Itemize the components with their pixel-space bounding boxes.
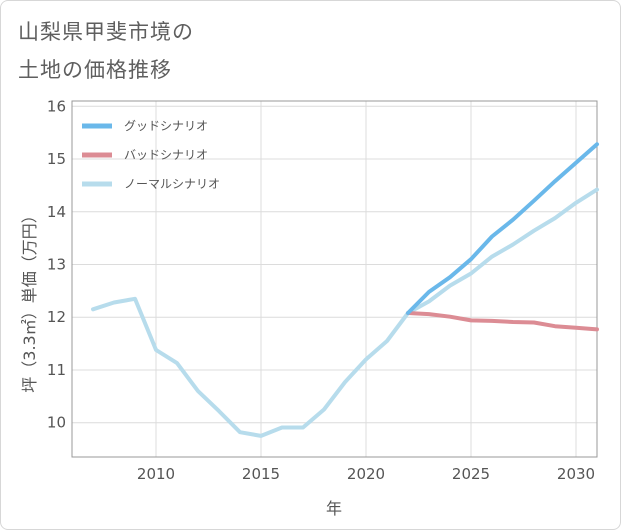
y-tick-label: 13 (47, 255, 66, 273)
legend-label-2: ノーマルシナリオ (124, 177, 220, 191)
plot-area-border (71, 100, 598, 458)
chart-title-line2: 土地の価格推移 (18, 58, 172, 82)
y-tick-label: 11 (47, 361, 66, 379)
series-layer (91, 142, 599, 438)
y-tick-label: 12 (47, 308, 66, 326)
series-line-2 (91, 187, 599, 438)
y-tick-label: 14 (47, 203, 66, 221)
series-line-0 (406, 142, 599, 315)
x-tick-label: 2025 (452, 465, 490, 483)
x-tick-label: 2030 (557, 465, 595, 483)
series-line-1 (406, 311, 599, 332)
legend-label-0: グッドシナリオ (124, 119, 208, 133)
y-tick-label: 16 (47, 97, 66, 115)
y-tick-label: 10 (47, 414, 66, 432)
x-tick-label: 2010 (137, 465, 175, 483)
x-tick-label: 2015 (242, 465, 280, 483)
x-tick-labels: 2010 2015 2020 2025 2030 (137, 465, 595, 483)
y-tick-labels: 10 11 12 13 14 15 16 (47, 97, 66, 431)
x-axis-label: 年 (326, 499, 342, 518)
y-axis-label: 坪（3.3㎡）単価（万円） (20, 207, 39, 392)
y-tick-label: 15 (47, 150, 66, 168)
legend-label-1: バッドシナリオ (124, 148, 208, 162)
grid-lines (72, 101, 597, 457)
chart-title-line1: 山梨県甲斐市境の (18, 20, 194, 44)
x-tick-label: 2020 (347, 465, 385, 483)
